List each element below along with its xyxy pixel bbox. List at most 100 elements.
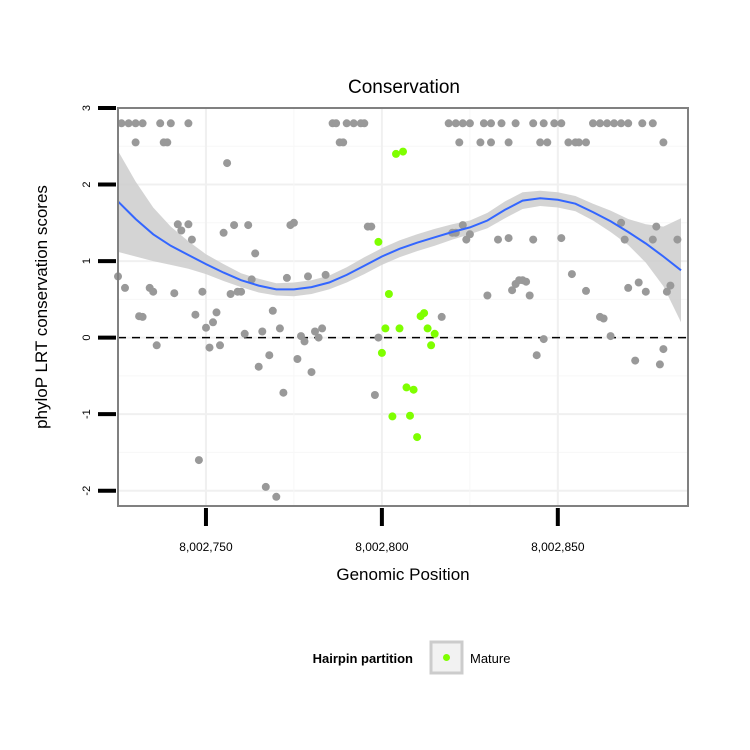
- other-point: [455, 138, 464, 147]
- other-point: [567, 270, 576, 279]
- confidence-ribbon: [118, 150, 681, 323]
- other-point: [121, 283, 129, 292]
- y-tick-label: -2: [81, 486, 93, 496]
- other-point: [240, 329, 249, 338]
- other-point: [511, 119, 520, 128]
- mature-point: [427, 341, 436, 350]
- other-point: [349, 119, 358, 128]
- other-point: [662, 287, 671, 296]
- mature-point: [377, 348, 386, 357]
- other-point: [216, 341, 224, 350]
- mature-point: [395, 324, 404, 333]
- y-tick-label: 3: [81, 105, 93, 111]
- mature-point: [413, 433, 422, 442]
- other-point: [574, 138, 583, 147]
- other-point: [131, 119, 140, 128]
- legend-label-mature: Mature: [470, 651, 510, 666]
- other-point: [529, 235, 538, 244]
- y-axis-title: phyloP LRT conservation scores: [32, 185, 51, 429]
- other-point: [465, 119, 474, 128]
- other-point: [529, 119, 538, 128]
- legend-title: Hairpin partition: [313, 651, 413, 666]
- other-point: [451, 119, 460, 128]
- other-point: [300, 337, 309, 346]
- other-point: [184, 220, 193, 229]
- other-point: [230, 221, 239, 230]
- other-point: [318, 324, 327, 333]
- other-point: [198, 287, 207, 296]
- other-point: [606, 332, 615, 341]
- mature-point: [381, 324, 390, 333]
- mature-point: [388, 412, 397, 421]
- other-point: [177, 226, 186, 235]
- y-tick-label: 0: [81, 335, 93, 341]
- other-point: [641, 287, 650, 296]
- other-point: [149, 287, 158, 296]
- other-point: [314, 333, 323, 342]
- y-tick-label: 2: [81, 181, 93, 187]
- other-point: [209, 318, 217, 327]
- other-point: [184, 119, 193, 128]
- other-point: [497, 119, 506, 128]
- other-point: [212, 308, 221, 317]
- data-points: [114, 119, 682, 501]
- x-tick-label: 8,002,800: [355, 540, 409, 554]
- other-point: [631, 356, 640, 365]
- legend: Hairpin partition Mature: [313, 640, 510, 675]
- other-point: [673, 235, 682, 244]
- mature-point: [392, 149, 400, 158]
- other-point: [124, 119, 133, 128]
- other-point: [522, 277, 531, 286]
- other-point: [223, 159, 232, 168]
- other-point: [638, 119, 647, 128]
- other-point: [476, 138, 485, 147]
- other-point: [617, 218, 626, 227]
- y-tick-label: 1: [81, 258, 93, 264]
- other-point: [458, 119, 467, 128]
- other-point: [599, 314, 608, 323]
- other-point: [244, 221, 253, 230]
- other-point: [370, 391, 379, 399]
- legend-key-mature-dot: [443, 654, 450, 661]
- chart-title: Conservation: [348, 77, 460, 98]
- other-point: [251, 249, 260, 258]
- other-point: [272, 492, 281, 501]
- other-point: [289, 218, 298, 227]
- other-point: [543, 138, 552, 147]
- other-point: [550, 119, 559, 128]
- other-point: [152, 341, 161, 350]
- other-point: [138, 119, 147, 128]
- other-point: [652, 222, 661, 231]
- plot-panel-border: [117, 107, 689, 507]
- other-point: [367, 222, 376, 231]
- x-axis-title: Genomic Position: [336, 565, 469, 584]
- x-tick-label: 8,002,750: [179, 540, 233, 554]
- other-point: [648, 235, 657, 244]
- other-point: [279, 388, 288, 397]
- other-point: [582, 138, 590, 147]
- other-point: [557, 119, 566, 128]
- other-point: [332, 119, 341, 128]
- other-point: [437, 312, 446, 321]
- other-point: [624, 283, 633, 292]
- other-point: [666, 281, 675, 290]
- other-point: [582, 286, 590, 295]
- other-point: [360, 119, 369, 128]
- other-point: [444, 119, 453, 128]
- other-point: [624, 119, 633, 128]
- other-point: [304, 272, 312, 281]
- other-point: [156, 119, 165, 128]
- other-point: [342, 119, 351, 128]
- other-point: [655, 360, 664, 369]
- other-point: [659, 138, 668, 147]
- x-axis: 8,002,750 8,002,800 8,002,850: [179, 508, 585, 554]
- other-point: [539, 335, 548, 344]
- other-point: [131, 138, 140, 147]
- other-point: [307, 368, 316, 377]
- other-point: [487, 138, 495, 147]
- other-point: [321, 270, 330, 279]
- other-point: [163, 138, 172, 147]
- y-tick-label: -1: [81, 409, 93, 419]
- mature-point: [423, 324, 432, 333]
